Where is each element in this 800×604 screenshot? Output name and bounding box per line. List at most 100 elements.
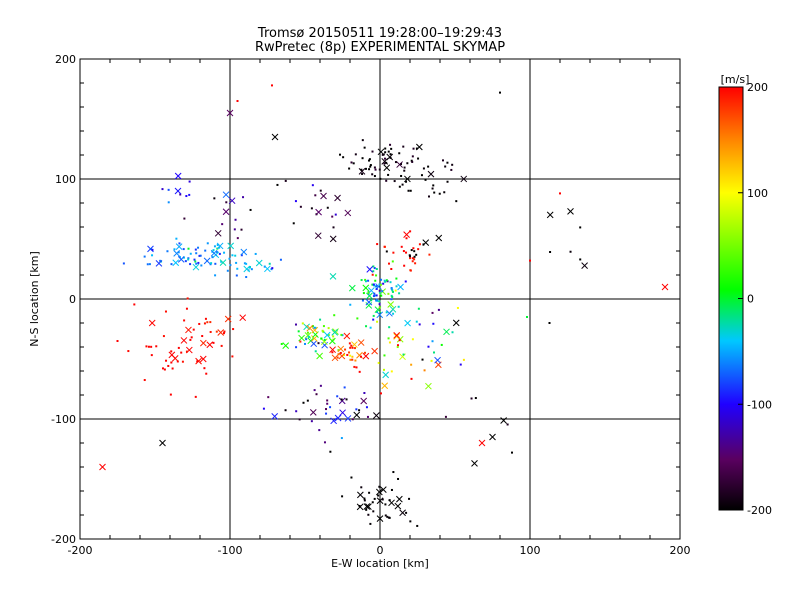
data-point bbox=[320, 337, 323, 340]
data-point bbox=[171, 367, 174, 370]
data-point bbox=[350, 344, 353, 347]
data-point-cross bbox=[271, 413, 279, 420]
data-point-cross bbox=[255, 259, 263, 267]
data-point bbox=[526, 316, 528, 318]
data-point bbox=[370, 299, 373, 302]
data-point bbox=[249, 208, 252, 211]
data-point bbox=[411, 338, 414, 341]
data-point bbox=[180, 351, 183, 354]
data-point bbox=[318, 429, 321, 432]
data-point bbox=[368, 491, 371, 494]
data-point bbox=[378, 291, 381, 294]
data-point bbox=[438, 192, 441, 195]
data-point bbox=[418, 323, 421, 326]
data-point bbox=[254, 252, 257, 255]
data-point bbox=[408, 497, 411, 500]
data-point-cross bbox=[330, 417, 338, 425]
data-point bbox=[189, 263, 192, 266]
data-point bbox=[363, 146, 366, 149]
data-point bbox=[122, 262, 125, 265]
data-point bbox=[392, 312, 395, 315]
data-point bbox=[212, 341, 215, 344]
data-point bbox=[417, 248, 420, 251]
data-point bbox=[379, 177, 382, 180]
data-point bbox=[150, 354, 153, 357]
data-point bbox=[360, 486, 363, 489]
data-point bbox=[226, 269, 229, 272]
data-point-cross bbox=[397, 283, 404, 291]
data-point bbox=[455, 200, 458, 203]
data-point bbox=[385, 311, 388, 314]
data-point bbox=[350, 476, 353, 479]
data-point bbox=[271, 84, 273, 87]
data-point bbox=[183, 319, 186, 322]
data-point-cross bbox=[381, 382, 389, 390]
data-point bbox=[406, 162, 409, 165]
data-point bbox=[326, 206, 329, 209]
data-point bbox=[387, 516, 390, 519]
data-point bbox=[353, 365, 356, 368]
data-point bbox=[415, 253, 418, 256]
data-point-cross bbox=[337, 345, 345, 353]
data-point bbox=[222, 332, 225, 335]
data-point bbox=[236, 100, 239, 102]
data-point-cross bbox=[356, 503, 364, 511]
data-point bbox=[311, 184, 314, 187]
data-point bbox=[250, 268, 253, 271]
data-point bbox=[405, 237, 408, 240]
data-point bbox=[350, 161, 353, 164]
data-point bbox=[411, 160, 414, 163]
x-tick-label: 100 bbox=[520, 544, 541, 557]
data-point bbox=[371, 173, 374, 176]
data-point-cross bbox=[334, 194, 341, 202]
data-point bbox=[299, 340, 302, 343]
data-point bbox=[349, 354, 352, 357]
data-point bbox=[400, 174, 403, 177]
colorbar-tick-labels: 200 100 0 -100 -200 bbox=[738, 81, 772, 517]
data-point bbox=[387, 150, 390, 153]
data-point bbox=[366, 415, 369, 418]
data-point-cross bbox=[316, 352, 323, 360]
data-point bbox=[381, 153, 384, 156]
y-tick-label: 200 bbox=[55, 53, 76, 66]
data-point bbox=[270, 268, 273, 271]
data-point bbox=[243, 262, 246, 265]
data-point bbox=[200, 264, 203, 267]
data-point bbox=[375, 299, 378, 302]
data-point bbox=[340, 437, 343, 440]
data-point bbox=[195, 252, 198, 255]
data-point bbox=[161, 188, 164, 191]
data-point bbox=[323, 338, 326, 341]
data-point bbox=[446, 161, 449, 164]
data-point-cross bbox=[371, 347, 378, 355]
data-point-cross bbox=[224, 315, 232, 323]
data-point bbox=[393, 180, 396, 183]
data-point bbox=[390, 268, 393, 271]
data-point-cross bbox=[282, 342, 290, 349]
data-point bbox=[229, 264, 232, 267]
y-tick-label: 0 bbox=[69, 293, 76, 306]
data-point-cross bbox=[185, 326, 192, 334]
data-point bbox=[358, 409, 361, 412]
data-point bbox=[353, 347, 356, 350]
data-point bbox=[407, 189, 410, 192]
data-point bbox=[427, 195, 430, 198]
data-point bbox=[169, 393, 172, 396]
data-point bbox=[437, 308, 440, 311]
data-point-cross bbox=[177, 256, 185, 263]
data-point bbox=[392, 251, 395, 254]
data-point bbox=[311, 325, 314, 328]
data-point bbox=[341, 495, 344, 498]
data-point bbox=[384, 503, 387, 506]
data-point-cross bbox=[195, 357, 202, 365]
data-point bbox=[432, 184, 435, 187]
data-point bbox=[363, 351, 366, 354]
data-point-cross bbox=[399, 353, 406, 361]
data-point bbox=[421, 358, 424, 361]
data-point bbox=[383, 162, 386, 165]
data-point-cross bbox=[661, 283, 669, 291]
data-point bbox=[223, 251, 226, 254]
data-point bbox=[386, 280, 389, 283]
data-point-cross bbox=[222, 208, 230, 216]
data-point bbox=[319, 318, 322, 321]
